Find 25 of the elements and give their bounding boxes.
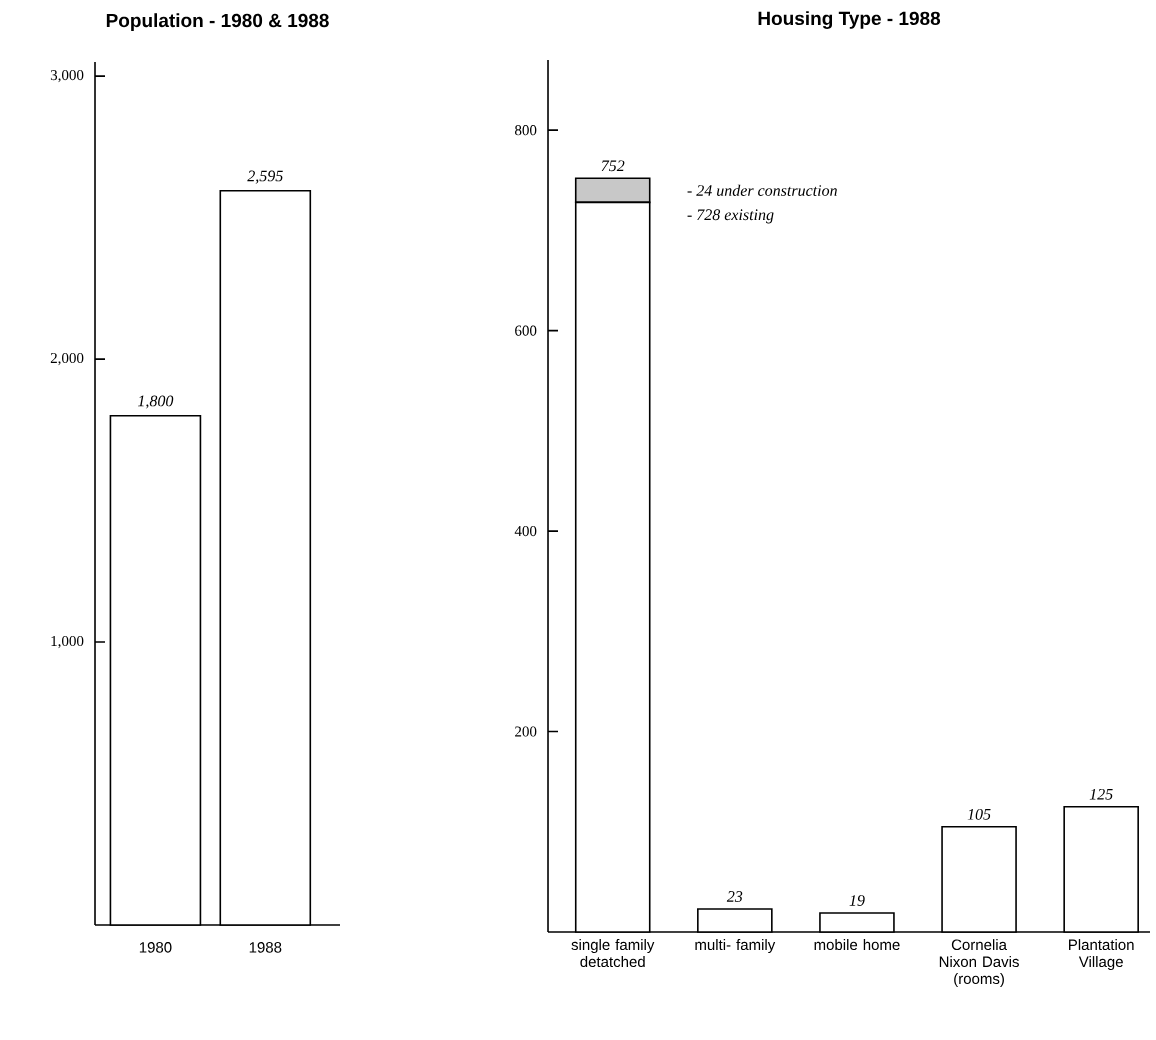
- y-tick-label: 3,000: [50, 70, 84, 83]
- y-tick-label: 600: [515, 325, 537, 336]
- total-label: 752: [601, 160, 625, 172]
- total-label: 23: [726, 891, 743, 902]
- x-tick-label: Plantation Village: [1069, 939, 1134, 971]
- x-tick-label: single family detatched: [571, 939, 655, 968]
- annotation: - 24 under construction: [687, 184, 837, 196]
- annotation: - 728 existing: [687, 209, 774, 224]
- chart-title: Housing Type - 1988: [758, 11, 941, 29]
- y-tick-label: 200: [515, 726, 537, 737]
- data-label: 1,800: [137, 395, 174, 409]
- y-tick-label: 2,000: [50, 352, 84, 366]
- y-tick-label: 1,000: [51, 635, 84, 649]
- x-tick-label: 1980: [139, 942, 172, 953]
- total-label: 105: [967, 808, 991, 820]
- chart-title: Population - 1980 & 1988: [106, 13, 329, 31]
- x-tick-label: multi- family: [695, 939, 776, 954]
- y-tick-label: 800: [515, 125, 537, 136]
- total-label: 19: [849, 895, 865, 906]
- x-tick-label: mobile home: [814, 939, 900, 951]
- total-label: 125: [1089, 788, 1113, 800]
- x-tick-label: Cornelia Nixon Davis (rooms): [939, 939, 1019, 988]
- x-tick-label: 1988: [249, 942, 282, 953]
- data-label: 2,595: [247, 170, 283, 184]
- y-tick-label: 400: [514, 526, 537, 537]
